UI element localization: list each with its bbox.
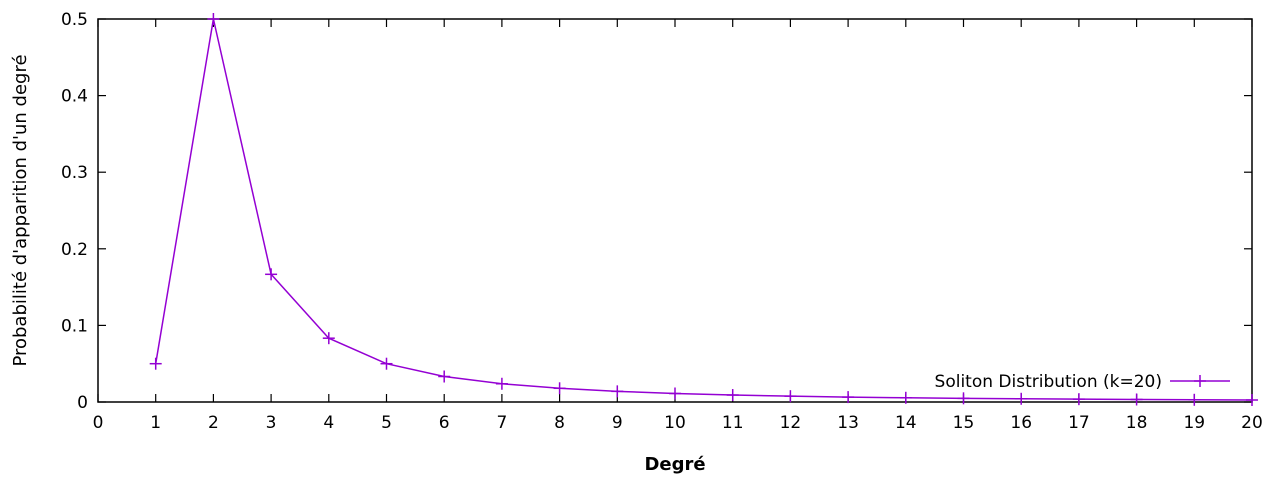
x-tick-label: 20 — [1241, 413, 1263, 433]
data-point-marker — [207, 13, 220, 25]
x-tick-label: 3 — [266, 413, 277, 433]
data-point-marker — [611, 385, 624, 398]
x-tick-label: 10 — [664, 413, 686, 433]
x-tick-label: 11 — [722, 413, 744, 433]
series-line — [154, 18, 1253, 401]
plot-frame-group — [97, 18, 1253, 403]
x-tick-label: 7 — [496, 413, 507, 433]
y-tick-label: 0.4 — [61, 87, 88, 107]
x-tick-label: 15 — [953, 413, 975, 433]
y-tick-label: 0.5 — [61, 10, 88, 30]
data-point-marker — [957, 392, 970, 405]
x-tick-label: 9 — [612, 413, 623, 433]
data-point-marker — [669, 387, 681, 400]
y-tick-label: 0.3 — [61, 163, 88, 183]
x-tick-label: 17 — [1068, 413, 1090, 433]
x-tick-label: 19 — [1183, 413, 1205, 433]
data-point-marker — [1072, 393, 1085, 406]
x-tick-label: 8 — [554, 413, 565, 433]
x-tick-label: 1 — [150, 413, 161, 433]
y-tick-label: 0.2 — [61, 240, 88, 260]
data-point-marker — [726, 389, 739, 402]
data-point-marker — [842, 391, 855, 404]
data-point-marker — [380, 357, 393, 370]
plot-frame — [97, 18, 1253, 403]
legend: Soliton Distribution (k=20) — [935, 372, 1230, 392]
data-point-marker — [784, 390, 797, 403]
series-group — [149, 13, 1258, 407]
data-point-marker — [322, 332, 335, 345]
legend-label: Soliton Distribution (k=20) — [935, 372, 1162, 392]
x-tick-label: 0 — [93, 413, 104, 433]
x-axis-title: Degré — [644, 454, 705, 475]
data-point-marker — [1188, 393, 1201, 406]
x-tick-label: 6 — [439, 413, 450, 433]
x-tick-label: 5 — [381, 413, 392, 433]
data-point-marker — [1015, 392, 1028, 405]
y-axis-title: Probabilité d'apparition d'un degré — [10, 54, 31, 366]
data-point-marker — [1246, 394, 1258, 407]
x-tick-label: 12 — [780, 413, 802, 433]
y-tick-label: 0.1 — [61, 316, 88, 336]
x-tick-label: 16 — [1010, 413, 1032, 433]
y-tick-label: 0 — [77, 393, 88, 413]
data-point-marker — [438, 370, 451, 383]
x-tick-label: 14 — [895, 413, 917, 433]
tick-labels-group: 0 1 2 3 4 5 6 7 8 9 10 11 12 13 14 15 16 17 18 19 2000.10.20… — [61, 10, 1263, 433]
x-tick-label: 2 — [208, 413, 219, 433]
legend-marker — [1194, 375, 1206, 387]
data-point-marker — [553, 382, 566, 395]
ticks-group — [97, 18, 1253, 403]
data-point-marker — [1130, 393, 1143, 406]
data-point-marker — [149, 357, 162, 370]
x-tick-label: 4 — [323, 413, 334, 433]
x-tick-label: 13 — [837, 413, 859, 433]
data-point-marker — [899, 391, 912, 404]
data-point-marker — [495, 377, 508, 390]
x-tick-label: 18 — [1126, 413, 1148, 433]
data-point-marker — [265, 268, 278, 281]
